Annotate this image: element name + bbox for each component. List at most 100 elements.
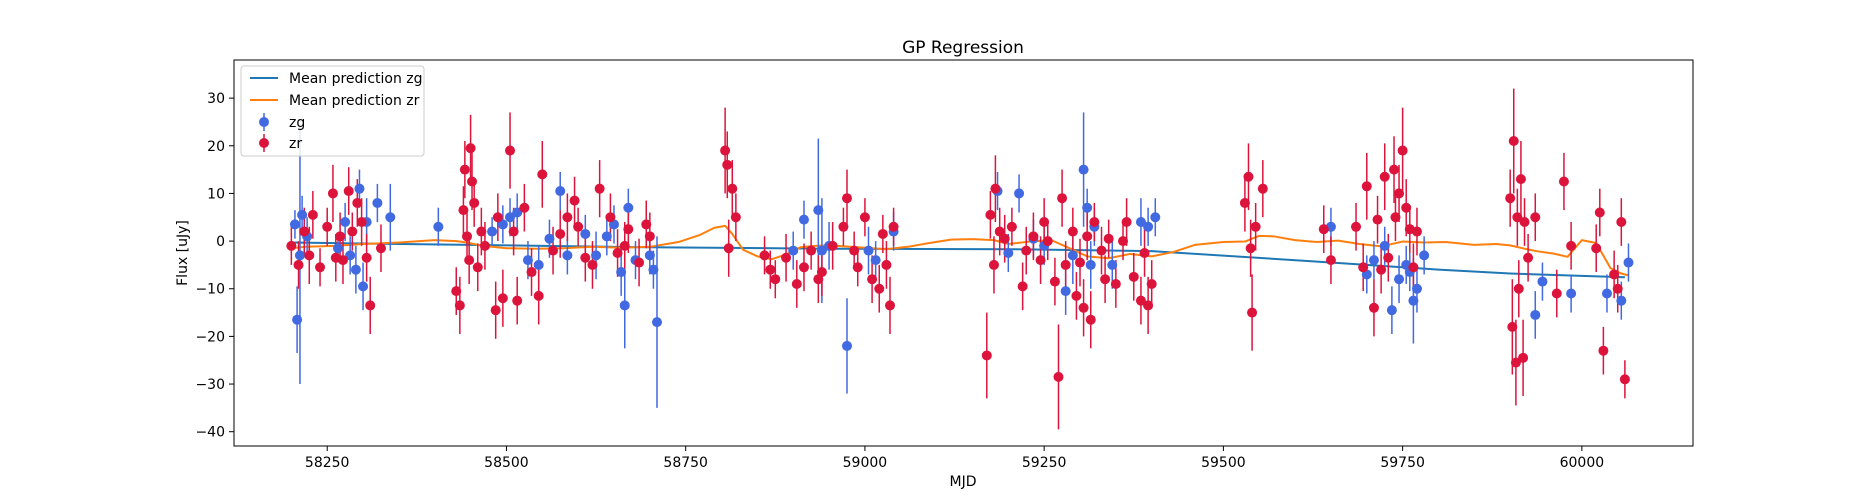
zr-data-point (307, 209, 318, 220)
zg-data-point (345, 250, 356, 261)
zr-data-point (472, 262, 483, 273)
zg-data-point (1379, 240, 1390, 251)
zg-data-point (1601, 288, 1612, 299)
zg-data-point (1143, 221, 1154, 232)
zr-data-point (852, 262, 863, 273)
zg-data-point (1067, 250, 1078, 261)
x-axis: 58250 58500 58750 59000 59250 59500 59750 60000 (305, 446, 1604, 471)
zr-data-point (1100, 274, 1111, 285)
zr-data-point (1121, 217, 1132, 228)
x-tick-label: 58750 (663, 455, 708, 471)
y-axis-label: Flux [uJy] (175, 220, 191, 286)
zr-data-point (720, 145, 731, 156)
zr-data-point (1379, 171, 1390, 182)
zr-data-point (867, 274, 878, 285)
zr-data-point (1042, 236, 1053, 247)
zg-data-point (1419, 250, 1430, 261)
zg-data-point (544, 233, 555, 244)
zr-data-point (827, 240, 838, 251)
zg-data-point (354, 183, 365, 194)
zr-data-point (1394, 188, 1405, 199)
zg-data-point (340, 217, 351, 228)
zg-data-point (372, 197, 383, 208)
zr-data-point (479, 240, 490, 251)
zr-data-point (1245, 243, 1256, 254)
zr-data-point (467, 176, 478, 187)
zr-data-point (1075, 257, 1086, 268)
zr-data-point (841, 193, 852, 204)
zg-data-point (841, 340, 852, 351)
zr-data-point (304, 250, 315, 261)
zr-data-point (849, 245, 860, 256)
zg-data-point (1150, 212, 1161, 223)
zr-data-point (722, 159, 733, 170)
zr-data-point (1368, 302, 1379, 313)
y-tick-label: −30 (195, 377, 225, 393)
zr-data-point (361, 252, 372, 263)
zr-data-point (999, 233, 1010, 244)
zr-data-point (994, 226, 1005, 237)
zr-data-point (1358, 262, 1369, 273)
zr-data-point (612, 248, 623, 258)
zg-data-point (1014, 188, 1025, 199)
zr-data-point (352, 197, 363, 208)
zr-data-point (451, 286, 462, 297)
zg-data-point (863, 245, 874, 256)
zr-data-point (605, 212, 616, 223)
zr-data-point (1067, 226, 1078, 237)
x-tick-label: 59250 (1022, 455, 1067, 471)
legend: Mean prediction zg Mean prediction zr zg… (240, 65, 425, 157)
zr-data-point (1389, 164, 1400, 175)
zg-data-point (616, 267, 627, 278)
zr-data-point (526, 267, 537, 278)
zg-data-point (1537, 276, 1548, 287)
zr-data-point (988, 259, 999, 270)
zr-data-point (1512, 212, 1523, 223)
zr-data-point (1325, 255, 1336, 266)
zg-data-point (1368, 255, 1379, 266)
legend-box (240, 65, 425, 157)
y-tick-label: 0 (216, 234, 225, 250)
zr-data-point (1060, 259, 1071, 270)
plot-frame (233, 59, 1694, 447)
zr-data-point (781, 252, 792, 263)
zr-data-point (838, 221, 849, 232)
zr-data-point (587, 259, 598, 270)
zr-data-point (1135, 295, 1146, 306)
zg-data-point (1135, 217, 1146, 228)
zr-data-point (512, 295, 523, 306)
zg-data-point (644, 250, 655, 261)
zr-data-point (1519, 217, 1530, 228)
zr-data-point (533, 290, 544, 301)
zr-data-point (981, 350, 992, 361)
zr-data-point (508, 226, 519, 237)
zg-data-point (870, 255, 881, 266)
zg-data-point (619, 300, 630, 311)
zr-data-point (759, 250, 770, 261)
zg-data-point (522, 255, 533, 266)
zr-data-point (1383, 252, 1394, 263)
zg-data-point (1078, 164, 1089, 175)
zr-data-point (519, 202, 530, 213)
zr-data-point (1028, 231, 1039, 242)
zr-data-point (1505, 193, 1516, 204)
zr-data-point (356, 217, 367, 228)
zr-data-point (1257, 183, 1268, 194)
zr-data-point (770, 274, 781, 285)
y-tick-label: −40 (195, 425, 225, 441)
zg-data-point (1616, 295, 1627, 306)
zg-data-point (562, 250, 573, 261)
zr-data-point (1239, 197, 1250, 208)
x-tick-label: 60000 (1560, 455, 1605, 471)
zg-data-point (297, 209, 308, 220)
zr-data-point (990, 183, 1001, 194)
zr-data-point (573, 221, 584, 232)
zr-data-point (1411, 226, 1422, 237)
zr-data-point (1591, 243, 1602, 254)
zr-data-point (816, 267, 827, 278)
zr-data-point (1143, 300, 1154, 311)
zg-data-point (512, 207, 523, 218)
zr-data-point (619, 240, 630, 251)
zr-data-point (1250, 221, 1261, 232)
zr-data-point (1508, 136, 1519, 147)
